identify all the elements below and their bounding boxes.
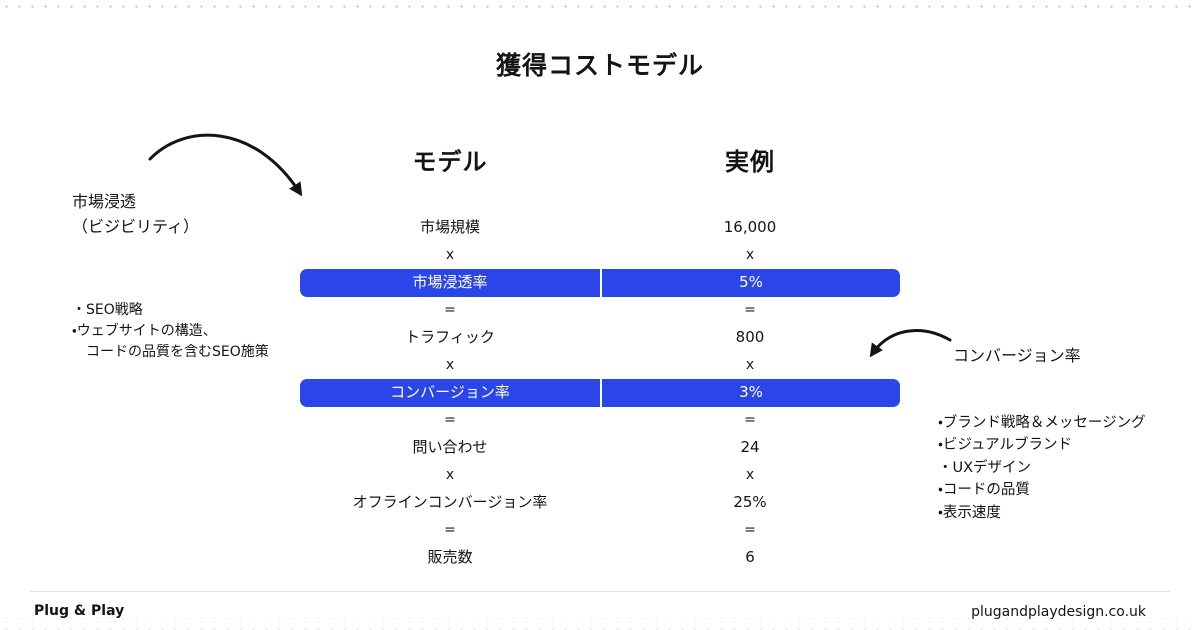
model-cell: トラフィック: [405, 328, 495, 347]
column-header-example: 実例: [725, 148, 775, 176]
table-row: オフラインコンバージョン率 25%: [300, 489, 900, 517]
operator-cell: x: [445, 467, 455, 484]
operator-cell: =: [744, 522, 756, 539]
operator-cell: x: [445, 357, 455, 374]
acquisition-cost-table: 市場規模 16,000 x x 市場浸透率 5% = = トラフィック 800 …: [300, 214, 900, 572]
model-cell: 市場浸透率: [412, 273, 488, 292]
curved-arrow-icon: [148, 133, 303, 197]
table-row-operator: x x: [300, 352, 900, 380]
operator-cell: =: [444, 302, 456, 319]
table-row: 市場規模 16,000: [300, 214, 900, 242]
bullet-item: ・SEO戦略: [72, 302, 143, 318]
market-penetration-label: 市場浸透 （ビジビリティ）: [72, 192, 200, 236]
table-row-highlight-penetration: 市場浸透率 5%: [300, 269, 900, 297]
operator-cell: =: [444, 522, 456, 539]
bullet-item: ・ウェブサイトの構造、 コードの品質を含むSEO施策: [72, 323, 269, 360]
bullet-item: ・ビジュアルブランド: [938, 437, 1072, 454]
table-row-operator: x x: [300, 242, 900, 270]
page-title: 獲得コストモデル: [495, 51, 704, 80]
model-cell: コンバージョン率: [390, 383, 510, 402]
table-row-operator: = =: [300, 297, 900, 325]
operator-cell: x: [745, 467, 755, 484]
model-cell: 問い合わせ: [412, 438, 488, 457]
example-cell: 6: [745, 548, 755, 567]
model-cell: 市場規模: [419, 218, 480, 237]
example-cell: 25%: [733, 493, 767, 512]
footer-divider: [30, 591, 1170, 592]
table-row-operator: = =: [300, 517, 900, 545]
model-cell: 販売数: [427, 548, 473, 567]
example-cell: 24: [740, 438, 760, 457]
table-row: 販売数 6: [300, 544, 900, 572]
table-row-operator: x x: [300, 462, 900, 490]
table-row: トラフィック 800: [300, 324, 900, 352]
bullet-item: ・ブランド戦略＆メッセージング: [938, 415, 1146, 431]
bullet-item: ・コードの品質: [938, 482, 1030, 499]
operator-cell: x: [745, 247, 755, 264]
website-url: plugandplaydesign.co.uk: [971, 604, 1146, 620]
column-headers: モデル 実例: [300, 142, 900, 177]
operator-cell: =: [744, 412, 756, 429]
example-cell: 16,000: [723, 218, 777, 237]
seo-bullet-list: ・SEO戦略 ・ウェブサイトの構造、 コードの品質を含むSEO施策: [72, 300, 269, 363]
column-header-model: モデル: [412, 148, 488, 176]
model-cell: オフラインコンバージョン率: [352, 493, 548, 512]
slide-panel: 獲得コストモデル モデル 実例 市場規模 16,000 x x 市場浸透率 5%…: [0, 14, 1200, 620]
operator-cell: =: [744, 302, 756, 319]
conversion-bullet-list: ・ブランド戦略＆メッセージング ・ビジュアルブランド ・UXデザイン ・コードの…: [938, 412, 1146, 524]
example-cell: 5%: [600, 269, 900, 297]
example-cell: 800: [735, 328, 765, 347]
operator-cell: =: [444, 412, 456, 429]
conversion-rate-label: コンバージョン率: [953, 346, 1081, 365]
table-row-highlight-conversion: コンバージョン率 3%: [300, 379, 900, 407]
brand-name: Plug & Play: [34, 603, 125, 619]
operator-cell: x: [745, 357, 755, 374]
table-row-operator: = =: [300, 407, 900, 435]
bullet-item: ・UXデザイン: [938, 459, 1032, 476]
example-cell: 3%: [600, 379, 900, 407]
curved-arrow-icon: [869, 329, 952, 358]
operator-cell: x: [445, 247, 455, 264]
table-row: 問い合わせ 24: [300, 434, 900, 462]
bullet-item: ・表示速度: [938, 504, 1001, 521]
